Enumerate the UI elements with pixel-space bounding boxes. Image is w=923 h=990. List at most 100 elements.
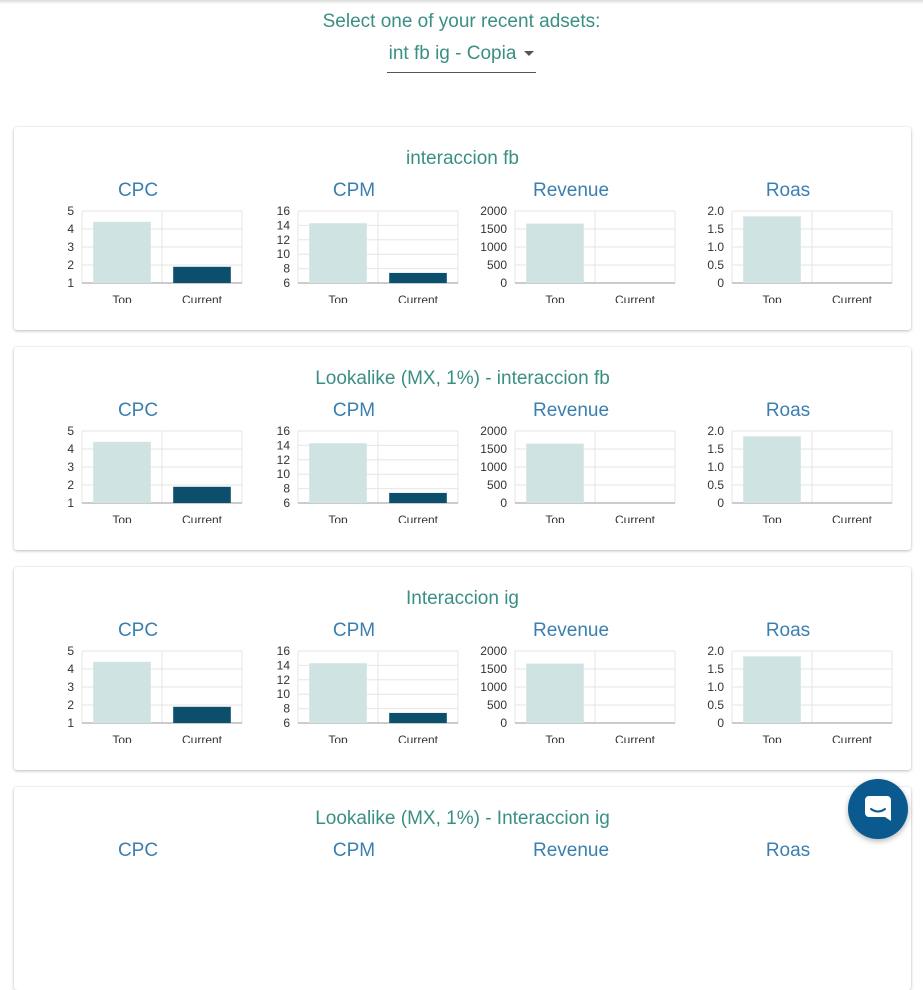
metric-chart-cpm: CPM [246, 839, 462, 969]
y-tick-label: 10 [277, 467, 291, 481]
y-tick-label: 3 [67, 460, 74, 474]
metric-chart-cpc: CPC [30, 839, 246, 969]
bar-chart-svg: 0 0.5 1.0 1.5 2.0 Top Current [707, 204, 893, 303]
x-category-label: Current [832, 293, 873, 303]
bar-chart-svg: 0 0.5 1.0 1.5 2.0 Top Current [707, 424, 893, 523]
bar-current [173, 486, 231, 503]
metric-chart-revenue: Revenue 0 500 1000 1500 2000 Top Current [463, 399, 679, 529]
y-tick-label: 5 [67, 424, 74, 438]
y-tick-label: 14 [277, 218, 291, 232]
y-tick-label: 0 [717, 716, 724, 730]
x-category-label: Current [398, 513, 439, 523]
x-category-label: Current [398, 293, 439, 303]
bar-chart-svg: 0 500 1000 1500 2000 Top Current [480, 644, 676, 743]
y-tick-label: 8 [283, 702, 290, 716]
y-tick-label: 2000 [480, 424, 507, 438]
x-category-label: Current [832, 733, 873, 743]
y-tick-label: 14 [277, 438, 291, 452]
bar-current [173, 266, 231, 283]
x-category-label: Top [545, 293, 565, 303]
y-tick-label: 3 [67, 240, 74, 254]
adset-card-title: Lookalike (MX, 1%) - Interaccion ig [315, 808, 610, 829]
y-tick-label: 1.5 [707, 662, 724, 676]
y-tick-label: 2.0 [707, 424, 724, 438]
chart-title: Roas [765, 620, 811, 641]
adset-card-title: Lookalike (MX, 1%) - interaccion fb [315, 368, 610, 389]
top-shadow [0, 0, 923, 4]
bar-top [93, 441, 151, 503]
y-tick-label: 500 [487, 478, 507, 492]
y-tick-label: 2 [67, 478, 74, 492]
y-tick-label: 8 [283, 262, 290, 276]
x-category-label: Top [762, 733, 782, 743]
y-tick-label: 0 [717, 276, 724, 290]
chart-title: Revenue [532, 840, 610, 861]
x-category-label: Top [112, 293, 132, 303]
y-tick-label: 1.0 [707, 240, 724, 254]
bar-current [389, 492, 447, 503]
adset-prompt: Select one of your recent adsets: [322, 11, 601, 32]
bar-top [743, 436, 801, 503]
chart-title: Revenue [532, 180, 610, 201]
bar-chart-svg: 1 2 3 4 5 Top Current [67, 424, 243, 523]
bar-chart-svg: 1 2 3 4 5 Top Current [67, 644, 243, 743]
y-tick-label: 0.5 [707, 258, 724, 272]
y-tick-label: 1 [67, 276, 74, 290]
chart-title: CPM [332, 400, 376, 421]
y-tick-label: 6 [283, 496, 290, 510]
bar-top [743, 656, 801, 723]
metric-chart-roas: Roas [680, 839, 896, 969]
chart-title: CPM [332, 840, 376, 861]
bar-chart-svg: 0 0.5 1.0 1.5 2.0 Top Current [707, 644, 893, 743]
metric-chart-roas: Roas 0 0.5 1.0 1.5 2.0 Top Current [680, 179, 896, 309]
x-category-label: Current [182, 293, 223, 303]
chart-title: Roas [765, 840, 811, 861]
x-category-label: Current [398, 733, 439, 743]
y-tick-label: 2 [67, 698, 74, 712]
y-tick-label: 6 [283, 276, 290, 290]
bar-top [309, 663, 367, 723]
x-category-label: Top [328, 733, 348, 743]
y-tick-label: 1 [67, 716, 74, 730]
x-category-label: Current [615, 513, 656, 523]
adset-card: Lookalike (MX, 1%) - interaccion fb CPC 1 2… [14, 347, 911, 550]
y-tick-label: 1500 [480, 222, 507, 236]
metric-chart-cpc: CPC 1 2 3 4 5 Top Current [30, 399, 246, 529]
chart-title: CPM [332, 620, 376, 641]
bar-chart-svg: 0 500 1000 1500 2000 Top Current [480, 204, 676, 303]
y-tick-label: 1.0 [707, 460, 724, 474]
chart-title: CPC [117, 840, 159, 861]
y-tick-label: 4 [67, 222, 74, 236]
metric-chart-cpc: CPC 1 2 3 4 5 Top Current [30, 179, 246, 309]
y-tick-label: 3 [67, 680, 74, 694]
adset-dropdown-value: int fb ig - Copia [388, 43, 517, 64]
y-tick-label: 0 [717, 496, 724, 510]
bar-chart-svg: 0 500 1000 1500 2000 Top Current [480, 424, 676, 523]
bar-current [389, 712, 447, 723]
chat-launcher-button[interactable] [848, 779, 908, 839]
metric-chart-roas: Roas 0 0.5 1.0 1.5 2.0 Top Current [680, 399, 896, 529]
adset-selector-header: Select one of your recent adsets: int fb… [0, 10, 923, 73]
y-tick-label: 8 [283, 482, 290, 496]
x-category-label: Top [112, 513, 132, 523]
bar-top [309, 223, 367, 283]
adset-dropdown[interactable]: int fb ig - Copia [386, 42, 537, 73]
y-tick-label: 1000 [480, 460, 507, 474]
metric-chart-cpm: CPM 6 8 10 12 14 16 Top Current [246, 179, 462, 309]
x-category-label: Top [762, 513, 782, 523]
chart-title: CPC [117, 620, 159, 641]
y-tick-label: 0.5 [707, 698, 724, 712]
chart-title: Revenue [532, 620, 610, 641]
chart-title: Revenue [532, 400, 610, 421]
y-tick-label: 2 [67, 258, 74, 272]
x-category-label: Current [182, 513, 223, 523]
y-tick-label: 0 [500, 716, 507, 730]
y-tick-label: 10 [277, 687, 291, 701]
x-category-label: Top [545, 733, 565, 743]
y-tick-label: 12 [277, 453, 291, 467]
bar-top [93, 221, 151, 283]
y-tick-label: 500 [487, 258, 507, 272]
y-tick-label: 1000 [480, 680, 507, 694]
y-tick-label: 2.0 [707, 644, 724, 658]
adset-card-title: Interaccion ig [405, 588, 519, 609]
